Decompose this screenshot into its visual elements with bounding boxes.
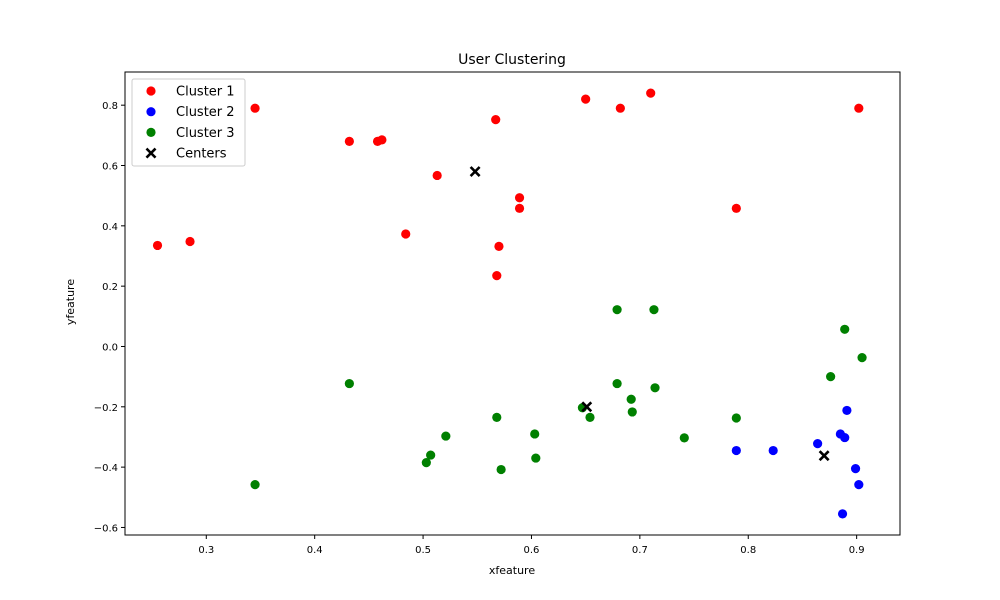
legend-marker — [146, 86, 156, 96]
data-point — [615, 103, 625, 113]
data-point — [627, 407, 637, 417]
data-point — [494, 241, 504, 251]
data-point — [469, 166, 481, 177]
legend-marker — [146, 127, 156, 137]
data-point — [250, 480, 260, 490]
data-point — [514, 193, 525, 203]
data-point — [612, 305, 622, 315]
data-point — [612, 378, 622, 389]
data-point — [679, 433, 689, 443]
data-point — [649, 305, 659, 315]
y-axis-label: yfeature — [64, 279, 77, 325]
data-point — [768, 445, 778, 456]
series-cluster-1 — [152, 88, 864, 281]
y-axis-ticks: −0.6 −0.4 −0.2 0.0 0.2 0.4 0.6 0.8 — [94, 101, 125, 534]
y-tick-label: 0.6 — [102, 162, 118, 173]
data-point — [492, 412, 502, 422]
x-axis-label: xfeature — [489, 564, 535, 577]
data-point — [492, 270, 502, 281]
data-point — [491, 115, 501, 125]
data-point — [837, 509, 848, 519]
series-cluster-2 — [731, 405, 864, 519]
x-tick-label: 0.3 — [198, 545, 214, 556]
y-tick-label: 0.0 — [102, 342, 118, 353]
series-cluster-3 — [250, 305, 867, 490]
x-tick-label: 0.4 — [307, 545, 323, 556]
data-point — [840, 324, 850, 334]
data-point — [818, 450, 830, 462]
plot-frame — [124, 71, 901, 536]
legend-label: Cluster 3 — [176, 126, 235, 141]
y-tick-label: 0.4 — [102, 222, 118, 233]
data-point — [585, 412, 595, 422]
legend-label: Cluster 1 — [176, 85, 235, 100]
data-point — [344, 136, 354, 146]
y-tick-label: −0.2 — [94, 403, 118, 414]
data-point — [731, 445, 741, 456]
x-tick-label: 0.6 — [524, 545, 540, 556]
x-tick-label: 0.9 — [849, 545, 865, 556]
data-point — [496, 464, 506, 475]
y-tick-label: 0.2 — [102, 282, 118, 293]
data-point — [840, 432, 850, 443]
data-point — [731, 203, 741, 213]
legend-label: Centers — [176, 147, 227, 162]
data-point — [813, 439, 823, 449]
data-point — [377, 135, 387, 145]
data-point — [854, 103, 864, 113]
data-point — [650, 383, 660, 393]
data-point — [530, 429, 540, 439]
x-axis-ticks: 0.3 0.4 0.5 0.6 0.7 0.8 0.9 — [198, 535, 865, 556]
series-centers — [469, 166, 830, 462]
legend-box — [131, 78, 246, 167]
y-tick-label: −0.6 — [94, 523, 118, 534]
y-tick-label: 0.8 — [102, 101, 118, 112]
legend: Cluster 1 Cluster 2 Cluster 3 Centers — [131, 78, 246, 167]
data-point — [421, 458, 431, 468]
data-point — [842, 405, 852, 416]
x-tick-label: 0.7 — [632, 545, 648, 556]
data-point — [826, 372, 836, 382]
data-point — [854, 480, 864, 490]
data-point — [646, 88, 656, 98]
data-point — [626, 394, 636, 404]
data-point — [514, 203, 525, 213]
data-point — [185, 236, 195, 247]
data-point — [426, 450, 436, 460]
data-point — [857, 353, 867, 363]
y-tick-label: −0.4 — [94, 463, 118, 474]
data-point — [401, 229, 411, 239]
plot-area — [124, 71, 901, 536]
data-point — [850, 464, 861, 474]
legend-label: Cluster 2 — [176, 105, 235, 120]
data-point — [531, 453, 541, 463]
data-point — [250, 103, 260, 113]
chart-title: User Clustering — [458, 52, 566, 68]
x-tick-label: 0.8 — [740, 545, 756, 556]
data-point — [581, 401, 593, 413]
data-point — [152, 240, 163, 251]
legend-marker — [145, 147, 157, 159]
legend-marker — [146, 107, 156, 117]
data-point — [581, 94, 591, 104]
data-point — [441, 431, 451, 441]
data-point — [731, 413, 741, 423]
x-tick-label: 0.5 — [415, 545, 431, 556]
data-point — [432, 170, 442, 181]
data-point — [344, 378, 354, 389]
